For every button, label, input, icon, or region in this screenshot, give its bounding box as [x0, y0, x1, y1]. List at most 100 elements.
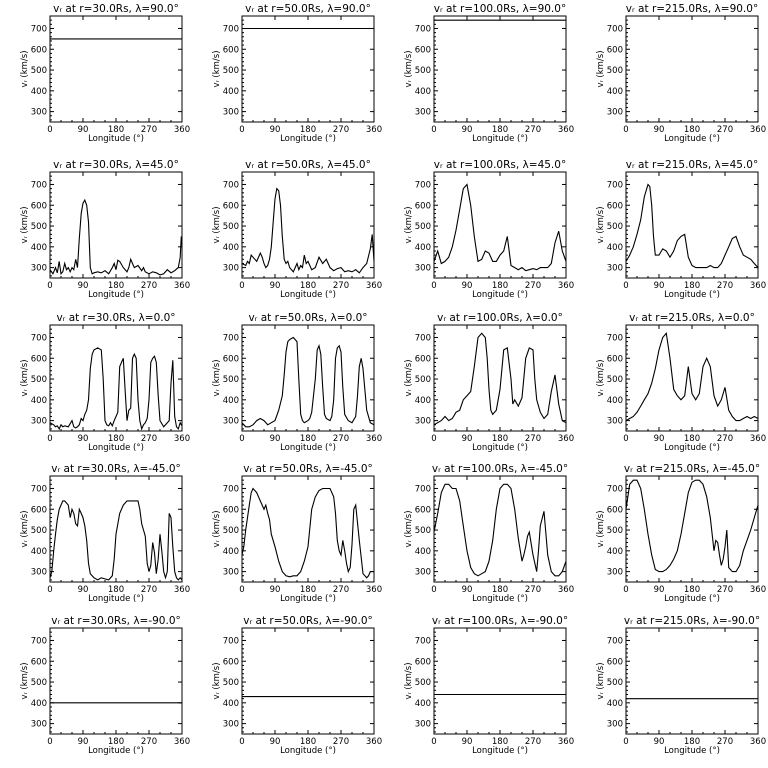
x-tick-label: 90	[78, 585, 89, 595]
x-tick-label: 0	[431, 585, 436, 595]
y-tick-label: 400	[223, 547, 239, 557]
y-tick-label: 300	[31, 720, 47, 730]
y-tick-label: 500	[415, 222, 431, 232]
x-axis-label: Longitude (°)	[664, 134, 720, 144]
x-axis-label: Longitude (°)	[664, 746, 720, 756]
panel-title: vᵣ at r=50.0Rs, λ=-90.0°	[243, 615, 373, 627]
series-line	[626, 332, 758, 422]
x-tick-label: 0	[47, 125, 52, 135]
x-axis-label: Longitude (°)	[472, 746, 528, 756]
axes-frame	[49, 627, 183, 735]
y-tick-label: 400	[31, 699, 47, 709]
y-tick-label: 500	[607, 66, 623, 76]
x-tick-label: 180	[300, 281, 316, 291]
y-tick-label: 400	[31, 396, 47, 406]
x-axis-label: Longitude (°)	[280, 594, 336, 604]
x-tick-label: 90	[270, 125, 281, 135]
panel: vᵣ at r=215.0Rs, λ=0.0° 300 400 500 600 700 0 9…	[596, 312, 766, 453]
y-tick-label: 400	[607, 699, 623, 709]
x-tick-label: 90	[462, 125, 473, 135]
y-tick-label: 400	[31, 243, 47, 253]
y-tick-label: 600	[415, 45, 431, 55]
y-tick-label: 600	[415, 657, 431, 667]
panel-title: vᵣ at r=50.0Rs, λ=45.0°	[245, 159, 371, 171]
y-tick-label: 400	[31, 87, 47, 97]
axes-frame	[433, 627, 567, 735]
x-tick-label: 270	[717, 737, 733, 747]
y-tick-label: 600	[607, 354, 623, 364]
x-tick-label: 0	[47, 737, 52, 747]
x-tick-label: 360	[366, 125, 382, 135]
y-tick-label: 700	[607, 636, 623, 646]
x-tick-label: 0	[431, 125, 436, 135]
x-tick-label: 90	[78, 125, 89, 135]
axes-frame	[241, 475, 375, 583]
x-tick-label: 90	[270, 281, 281, 291]
x-tick-label: 90	[462, 281, 473, 291]
y-axis-label: vᵣ (km/s)	[404, 662, 414, 699]
y-tick-label: 700	[223, 24, 239, 34]
y-tick-label: 600	[31, 657, 47, 667]
panel: vᵣ at r=215.0Rs, λ=45.0° 300 400 500 600 700 0…	[596, 159, 766, 300]
y-tick-label: 300	[607, 108, 623, 118]
y-tick-label: 700	[223, 180, 239, 190]
panel: vᵣ at r=100.0Rs, λ=45.0° 300 400 500 600 700 0…	[404, 159, 574, 300]
axes-frame	[625, 324, 759, 432]
axes-frame	[49, 171, 183, 279]
y-axis-label: vᵣ (km/s)	[596, 206, 606, 243]
y-axis-label: vᵣ (km/s)	[404, 510, 414, 547]
x-tick-label: 270	[333, 281, 349, 291]
x-tick-label: 360	[174, 281, 190, 291]
series-line	[242, 487, 374, 579]
x-tick-label: 270	[525, 737, 541, 747]
panel: vᵣ at r=50.0Rs, λ=-90.0° 300 400 500 600 700 0…	[212, 615, 382, 756]
y-tick-label: 600	[223, 505, 239, 515]
y-axis-label: vᵣ (km/s)	[20, 359, 30, 396]
y-tick-label: 400	[223, 699, 239, 709]
x-tick-label: 360	[558, 737, 574, 747]
y-axis-label: vᵣ (km/s)	[212, 510, 222, 547]
y-tick-label: 300	[31, 264, 47, 274]
x-tick-label: 0	[431, 737, 436, 747]
y-axis-label: vᵣ (km/s)	[212, 50, 222, 87]
y-tick-label: 600	[607, 657, 623, 667]
panel-title: vᵣ at r=215.0Rs, λ=0.0°	[629, 312, 755, 324]
y-axis-label: vᵣ (km/s)	[212, 359, 222, 396]
panel: vᵣ at r=215.0Rs, λ=-90.0° 300 400 500 600 700…	[596, 615, 766, 756]
y-tick-label: 400	[415, 699, 431, 709]
y-tick-label: 700	[31, 636, 47, 646]
x-tick-label: 360	[750, 737, 766, 747]
panel: vᵣ at r=100.0Rs, λ=90.0° 300 400 500 600 700 0…	[404, 3, 574, 144]
x-tick-label: 360	[750, 434, 766, 444]
y-tick-label: 500	[223, 678, 239, 688]
y-tick-label: 700	[223, 636, 239, 646]
axes-frame	[241, 15, 375, 123]
y-tick-label: 600	[415, 505, 431, 515]
x-tick-label: 180	[300, 737, 316, 747]
y-tick-label: 300	[223, 264, 239, 274]
y-tick-label: 700	[223, 333, 239, 343]
x-tick-label: 360	[558, 281, 574, 291]
y-tick-label: 700	[31, 180, 47, 190]
x-tick-label: 180	[684, 125, 700, 135]
x-tick-label: 270	[141, 585, 157, 595]
y-tick-label: 300	[31, 417, 47, 427]
y-tick-label: 500	[607, 526, 623, 536]
series-line	[434, 183, 566, 272]
x-tick-label: 0	[47, 434, 52, 444]
y-tick-label: 700	[607, 24, 623, 34]
x-tick-label: 270	[141, 125, 157, 135]
x-tick-label: 360	[558, 585, 574, 595]
x-tick-label: 180	[108, 434, 124, 444]
y-tick-label: 700	[415, 333, 431, 343]
y-tick-label: 700	[607, 180, 623, 190]
y-tick-label: 500	[31, 222, 47, 232]
x-tick-label: 0	[623, 281, 628, 291]
x-axis-label: Longitude (°)	[88, 594, 144, 604]
y-tick-label: 600	[31, 201, 47, 211]
panel: vᵣ at r=215.0Rs, λ=90.0° 300 400 500 600 700 0…	[596, 3, 766, 144]
x-tick-label: 90	[78, 434, 89, 444]
x-tick-label: 90	[654, 434, 665, 444]
x-axis-label: Longitude (°)	[472, 594, 528, 604]
x-tick-label: 270	[333, 125, 349, 135]
